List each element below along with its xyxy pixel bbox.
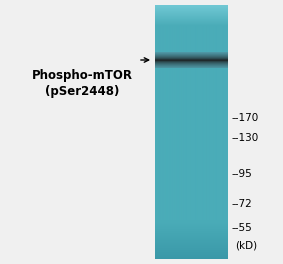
Text: (pSer2448): (pSer2448)	[45, 86, 119, 98]
Text: --72: --72	[232, 199, 253, 209]
Text: --130: --130	[232, 133, 259, 143]
Text: --95: --95	[232, 169, 253, 179]
Text: Phospho-mTOR: Phospho-mTOR	[31, 68, 132, 82]
Text: --170: --170	[232, 113, 259, 123]
Text: (kD): (kD)	[235, 240, 257, 250]
Text: --55: --55	[232, 223, 253, 233]
